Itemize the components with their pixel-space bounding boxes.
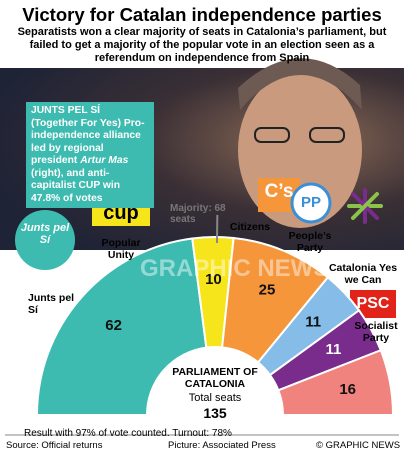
logo-junts [15, 210, 75, 270]
picture-credit: Picture: Associated Press [168, 440, 276, 451]
party-logo: C’s [264, 181, 294, 202]
note: Result with 97% of vote counted. Turnout… [24, 428, 232, 439]
callout: JUNTS PEL SÍ (Together For Yes) Pro-inde… [26, 102, 154, 208]
center-label: PARLIAMENT OF CATALONIA [172, 366, 258, 390]
callout-person: Artur Mas [80, 155, 129, 166]
logo-podem [347, 188, 383, 224]
watermark: GRAPHIC NEWS [140, 255, 330, 282]
seat-value: 11 [326, 341, 342, 358]
seat-segment [35, 237, 208, 416]
party-name: Popular Unity [101, 237, 141, 261]
seat-segment [277, 348, 395, 416]
callout-text: Pro-independence alliance led by regiona… [31, 117, 145, 167]
title: Victory for Catalan independence parties [22, 4, 382, 25]
party-name: Junts pel Sí [28, 292, 75, 316]
subtitle: Separatists won a clear majority of seat… [17, 26, 387, 64]
center-total-label: Total seats [188, 392, 242, 404]
majority-label: Majority: 68 seats [170, 203, 226, 225]
seat-value: 11 [305, 313, 321, 330]
party-logo: cup [103, 202, 139, 224]
callout-heading: JUNTS PEL SÍ [31, 105, 101, 116]
callout-text: (right), and anti-capitalist CUP win 47.… [31, 167, 121, 204]
party-logo: PSC [356, 295, 390, 312]
photo-hair [238, 58, 362, 110]
seat-value: 25 [259, 281, 276, 298]
party-logo: Junts pel Sí [20, 222, 70, 246]
party-name: People’s Party [288, 230, 332, 254]
party-name: Citizens [229, 221, 271, 233]
photo-glasses [309, 127, 345, 143]
seat-value: 10 [205, 271, 222, 288]
party-name: Catalonia Yes we Can [328, 262, 398, 286]
party-name: Socialist Party [354, 320, 398, 344]
credit: © GRAPHIC NEWS [316, 440, 401, 451]
photo-glasses [254, 127, 290, 143]
logo-pp [290, 182, 332, 224]
source: Source: Official returns [6, 440, 103, 451]
seat-value: 62 [105, 317, 122, 334]
party-logo: PP [300, 194, 321, 211]
center-total: 135 [203, 405, 227, 421]
seat-value: 16 [339, 381, 356, 398]
callout-alias: (Together For Yes) [31, 117, 122, 129]
